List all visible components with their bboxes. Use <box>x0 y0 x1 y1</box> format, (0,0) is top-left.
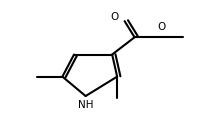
Text: O: O <box>110 12 119 22</box>
Text: O: O <box>157 22 165 32</box>
Text: NH: NH <box>78 100 93 110</box>
